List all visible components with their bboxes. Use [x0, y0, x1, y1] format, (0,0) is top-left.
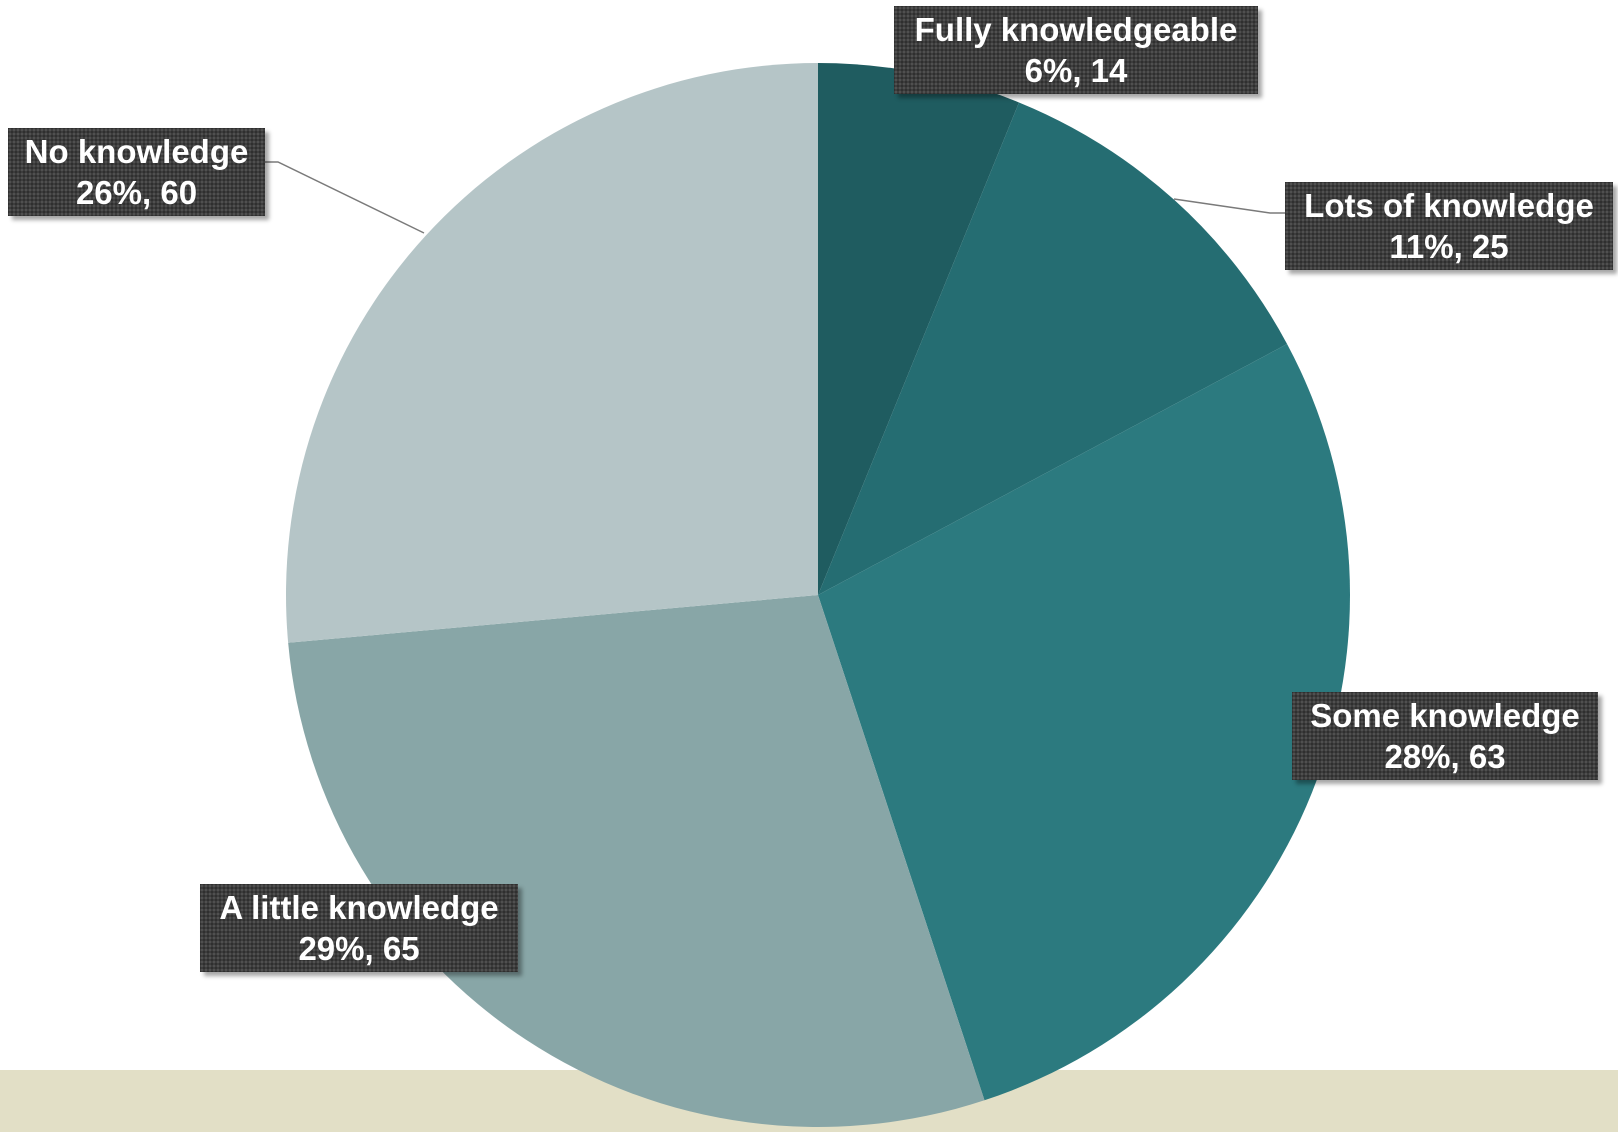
data-label-no-knowledge: No knowledge 26%, 60: [8, 128, 265, 216]
pie-slice-some-knowledge: [818, 344, 1351, 1101]
data-label-name: No knowledge: [24, 133, 249, 170]
pie-slice-lots-of-knowledge: [818, 102, 1288, 595]
data-label-name: Fully knowledgeable: [914, 11, 1238, 48]
leader-line-lots-of-knowledge: [1173, 198, 1285, 214]
pie-slice-a-little-knowledge: [288, 595, 985, 1128]
data-label-value: 26%, 60: [75, 174, 198, 211]
data-label-name: Some knowledge: [1310, 697, 1580, 734]
data-label-value: 11%, 25: [1389, 228, 1509, 265]
pie-slice-fully-knowledgeable: [818, 63, 1020, 595]
data-label-value: 28%, 63: [1384, 738, 1506, 775]
data-label-name: A little knowledge: [219, 889, 499, 926]
data-label-value: 6%, 14: [1024, 52, 1128, 89]
data-label-name: Lots of knowledge: [1304, 187, 1594, 224]
data-label-lots-of-knowledge: Lots of knowledge 11%, 25: [1285, 182, 1613, 270]
data-label-a-little-knowledge: A little knowledge 29%, 65: [200, 884, 518, 972]
pie-slices: [285, 63, 1351, 1128]
leader-line-no-knowledge: [265, 161, 425, 234]
leader-lines: [265, 161, 1285, 234]
data-label-value: 29%, 65: [298, 930, 420, 967]
data-label-some-knowledge: Some knowledge 28%, 63: [1292, 692, 1598, 780]
data-label-fully-knowledgeable: Fully knowledgeable 6%, 14: [894, 6, 1258, 94]
pie-slice-no-knowledge: [285, 63, 818, 643]
